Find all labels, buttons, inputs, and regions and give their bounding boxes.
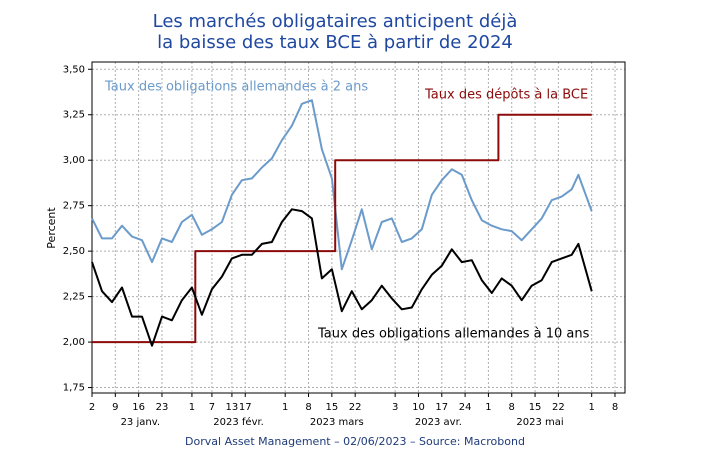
- y-tick-label: 2,00: [63, 337, 85, 348]
- plot-frame: [91, 61, 626, 394]
- x-tick-label: 23: [156, 402, 169, 413]
- x-tick-label: 2: [89, 402, 95, 413]
- x-tick-label: 7: [209, 402, 215, 413]
- x-group-label: 2023 mars: [310, 417, 364, 428]
- x-tick-label: 24: [459, 402, 472, 413]
- x-tick-label: 1: [485, 402, 491, 413]
- x-tick-label: 13: [226, 402, 239, 413]
- x-tick-label: 8: [305, 402, 311, 413]
- chart-title: Les marchés obligataires anticipent déjà: [153, 11, 518, 32]
- source: Dorval Asset Management – 02/06/2023 – S…: [185, 435, 525, 448]
- series-line: [92, 113, 592, 344]
- x-group-label: 2023 avr.: [415, 417, 462, 428]
- y-tick-label: 3,25: [63, 110, 85, 121]
- x-group-label: 2023 mai: [516, 417, 563, 428]
- x-group-label: 2023 févr.: [213, 416, 264, 428]
- series-label: Taux des dépôts à la BCE: [424, 88, 588, 103]
- x-tick-label: 9: [112, 402, 118, 413]
- y-tick-label: 2,50: [63, 246, 85, 257]
- series-line: [91, 99, 593, 271]
- x-tick-label: 1: [589, 402, 595, 413]
- x-tick-label: 10: [412, 402, 425, 413]
- series-line: [91, 208, 593, 347]
- x-tick-label: 22: [349, 402, 362, 413]
- x-tick-label: 8: [509, 402, 515, 413]
- x-tick-label: 17: [435, 402, 448, 413]
- y-axis-label: Percent: [45, 207, 58, 249]
- x-tick-label: 1: [282, 402, 288, 413]
- y-tick-label: 3,00: [63, 155, 85, 166]
- series-label: Taux des obligations allemandes à 10 ans: [317, 327, 590, 342]
- x-tick-label: 22: [552, 402, 565, 413]
- y-tick-label: 1,75: [63, 383, 85, 394]
- chart-title: la baisse des taux BCE à partir de 2024: [157, 32, 513, 53]
- x-tick-label: 17: [239, 402, 252, 413]
- x-tick-label: 15: [325, 402, 338, 413]
- x-group-label: 23 janv.: [121, 417, 160, 428]
- x-tick-label: 8: [612, 402, 618, 413]
- series-label: Taux des obligations allemandes à 2 ans: [104, 80, 368, 95]
- x-tick-label: 16: [132, 402, 145, 413]
- x-tick-label: 15: [529, 402, 542, 413]
- x-tick-label: 1: [189, 402, 195, 413]
- y-tick-label: 3,50: [63, 64, 85, 75]
- x-tick-label: 3: [392, 402, 398, 413]
- y-tick-label: 2,75: [63, 201, 85, 212]
- y-tick-label: 2,25: [63, 292, 85, 303]
